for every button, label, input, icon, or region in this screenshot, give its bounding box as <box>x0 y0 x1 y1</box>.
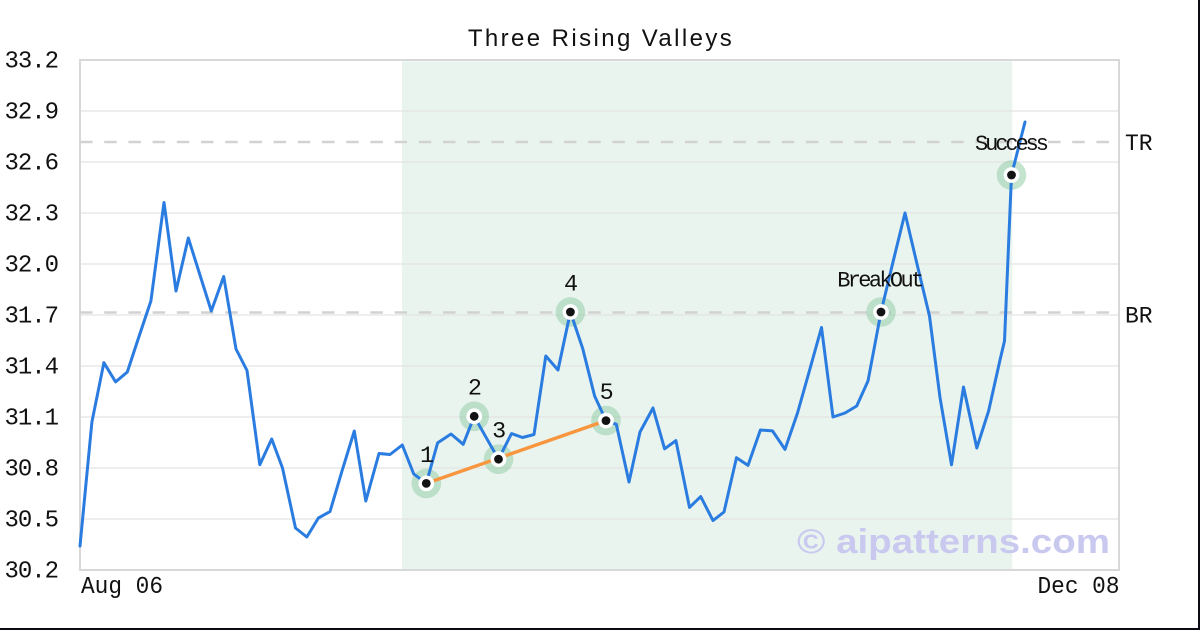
svg-text:BreakOut: BreakOut <box>837 269 924 294</box>
svg-text:BR: BR <box>1125 303 1153 329</box>
svg-text:31.1: 31.1 <box>5 406 60 433</box>
svg-text:30.5: 30.5 <box>5 508 60 535</box>
svg-text:© aipatterns.com: © aipatterns.com <box>797 523 1110 561</box>
svg-text:Success: Success <box>975 132 1049 157</box>
svg-text:Dec 08: Dec 08 <box>1038 574 1120 601</box>
svg-text:2: 2 <box>468 376 482 403</box>
svg-text:3: 3 <box>492 419 506 446</box>
svg-text:Three Rising Valleys: Three Rising Valleys <box>468 25 734 52</box>
svg-text:33.2: 33.2 <box>5 49 60 76</box>
svg-text:31.7: 31.7 <box>5 304 60 331</box>
svg-text:Aug 06: Aug 06 <box>81 574 163 601</box>
svg-text:32.9: 32.9 <box>5 100 60 127</box>
svg-text:4: 4 <box>564 271 578 298</box>
svg-text:1: 1 <box>420 443 434 470</box>
svg-text:32.6: 32.6 <box>5 151 60 178</box>
svg-text:5: 5 <box>600 380 614 407</box>
svg-text:TR: TR <box>1125 131 1153 157</box>
svg-text:32.0: 32.0 <box>5 253 60 280</box>
svg-text:32.3: 32.3 <box>5 202 60 229</box>
svg-text:31.4: 31.4 <box>5 355 60 382</box>
svg-text:30.2: 30.2 <box>5 559 60 586</box>
svg-text:30.8: 30.8 <box>5 457 60 484</box>
